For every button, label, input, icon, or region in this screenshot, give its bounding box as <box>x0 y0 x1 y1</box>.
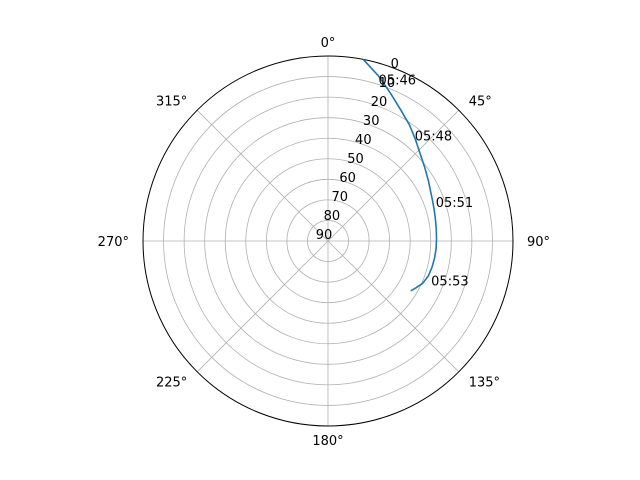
theta-label-layer: 0° 45° 90° 135° 180° 225° 270° 315° <box>98 36 550 449</box>
series-line-0 <box>362 58 438 292</box>
r-tick-label-1: 10 <box>379 76 396 91</box>
theta-grid-line-5 <box>196 240 329 373</box>
r-tick-label-5: 50 <box>347 152 364 167</box>
grid-layer <box>143 56 513 426</box>
theta-tick-label-5: 225° <box>156 376 187 391</box>
theta-tick-label-2: 90° <box>527 235 550 250</box>
r-tick-label-2: 20 <box>371 95 388 110</box>
r-tick-label-8: 80 <box>324 209 341 224</box>
theta-tick-label-0: 0° <box>321 36 336 51</box>
r-label-layer: 0 10 20 30 40 50 60 70 80 90 <box>316 57 399 243</box>
theta-tick-label-6: 270° <box>98 235 129 250</box>
theta-grid-line-3 <box>327 240 460 373</box>
time-annotation-2: 05:51 <box>436 196 473 211</box>
outer-ring <box>142 55 514 427</box>
annotation-layer: 05:46 05:48 05:51 05:53 <box>379 74 474 290</box>
theta-grid-line-7 <box>196 109 329 242</box>
time-annotation-1: 05:48 <box>415 130 452 145</box>
theta-tick-label-4: 180° <box>312 434 343 449</box>
theta-tick-label-3: 135° <box>469 376 500 391</box>
theta-grid-line-1 <box>327 109 460 242</box>
theta-tick-label-7: 315° <box>156 94 187 109</box>
r-tick-label-6: 60 <box>339 171 356 186</box>
series-layer <box>362 58 438 292</box>
r-tick-label-3: 30 <box>363 114 380 129</box>
r-tick-label-0: 0 <box>391 57 399 72</box>
theta-tick-label-1: 45° <box>469 94 492 109</box>
r-tick-label-7: 70 <box>331 190 348 205</box>
time-annotation-0: 05:46 <box>379 74 416 89</box>
time-annotation-3: 05:53 <box>431 274 468 289</box>
r-tick-label-9: 90 <box>316 228 333 243</box>
r-tick-label-4: 40 <box>355 133 372 148</box>
